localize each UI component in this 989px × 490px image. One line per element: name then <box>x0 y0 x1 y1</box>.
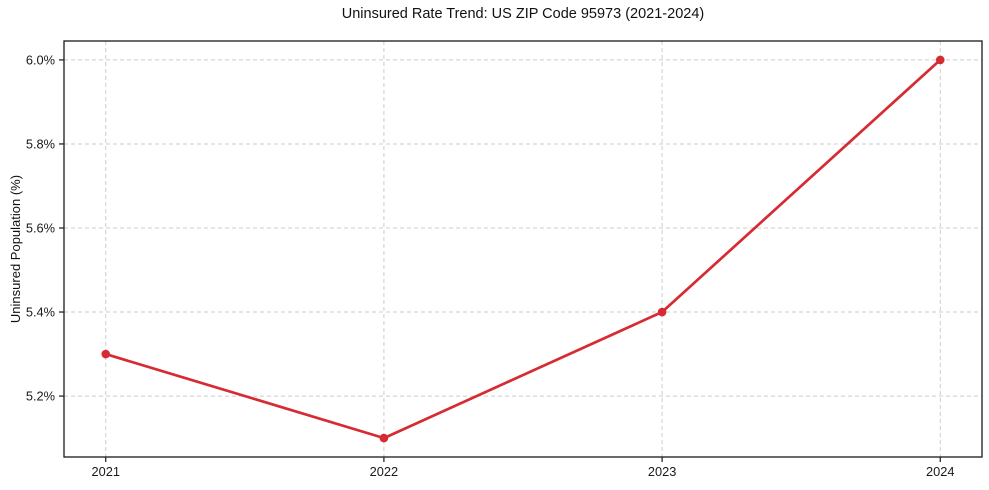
trend-line <box>104 58 942 440</box>
x-tick-label: 2023 <box>648 464 676 479</box>
plot-border <box>63 40 983 458</box>
x-tick-label: 2021 <box>91 464 119 479</box>
data-point <box>657 307 667 317</box>
x-tick-label: 2022 <box>370 464 398 479</box>
x-tick-label: 2024 <box>926 464 954 479</box>
data-point <box>935 55 945 65</box>
data-point <box>101 349 111 359</box>
data-point <box>379 433 389 443</box>
y-tick-label: 5.6% <box>26 220 55 235</box>
chart-title: Uninsured Rate Trend: US ZIP Code 95973 … <box>341 6 705 22</box>
y-tick-label: 5.4% <box>26 305 55 320</box>
y-tick-label: 5.8% <box>26 136 55 151</box>
y-tick-label: 5.2% <box>26 389 55 404</box>
y-tick-label: 6.0% <box>26 52 55 67</box>
